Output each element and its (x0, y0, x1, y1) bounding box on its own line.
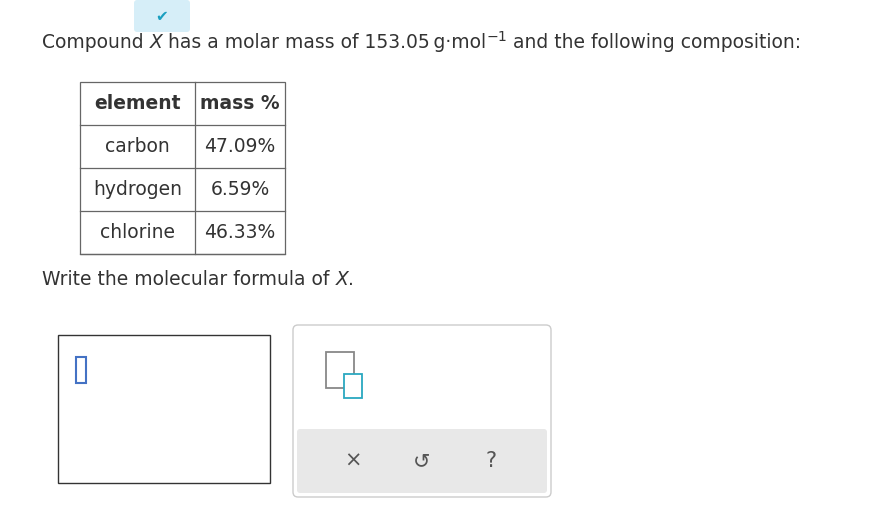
Text: has a molar mass of 153.05 g·mol: has a molar mass of 153.05 g·mol (163, 33, 486, 52)
FancyBboxPatch shape (293, 325, 550, 497)
Bar (326, 352, 354, 388)
Text: hydrogen: hydrogen (93, 180, 182, 199)
Text: ✔: ✔ (156, 9, 169, 24)
Text: ↺: ↺ (413, 451, 430, 471)
Bar (58, 335, 269, 483)
Text: and the following composition:: and the following composition: (507, 33, 800, 52)
Text: 6.59%: 6.59% (210, 180, 269, 199)
Bar (76, 357, 86, 383)
Text: ?: ? (485, 451, 496, 471)
Text: chlorine: chlorine (100, 223, 175, 242)
Bar (343, 374, 362, 398)
FancyBboxPatch shape (134, 0, 189, 32)
Text: ×: × (343, 451, 361, 471)
Text: X: X (335, 270, 348, 289)
Text: element: element (94, 94, 181, 113)
FancyBboxPatch shape (296, 429, 547, 493)
Text: mass %: mass % (200, 94, 280, 113)
Text: −1: −1 (486, 30, 507, 44)
Text: Write the molecular formula of: Write the molecular formula of (42, 270, 335, 289)
Text: .: . (348, 270, 354, 289)
Text: carbon: carbon (105, 137, 169, 156)
Text: 46.33%: 46.33% (204, 223, 275, 242)
Text: Compound: Compound (42, 33, 149, 52)
Text: 47.09%: 47.09% (204, 137, 275, 156)
Text: X: X (149, 33, 163, 52)
Bar (80, 82, 285, 254)
